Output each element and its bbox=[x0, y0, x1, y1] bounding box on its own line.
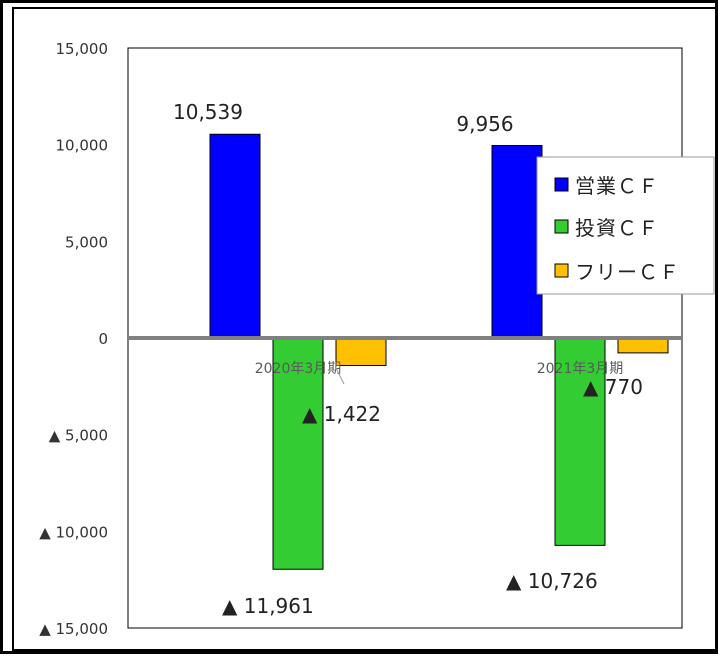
legend-swatch bbox=[554, 263, 569, 278]
y-tick-label: ▲ 10,000 bbox=[39, 523, 108, 541]
bar bbox=[617, 337, 669, 354]
category-label: 2020年3月期 bbox=[255, 361, 342, 377]
legend-label: 営業ＣＦ bbox=[575, 174, 659, 198]
bar bbox=[272, 337, 324, 570]
legend-label: 投資ＣＦ bbox=[575, 216, 659, 240]
legend-swatch bbox=[554, 177, 569, 192]
y-tick-label: ▲ 5,000 bbox=[49, 427, 108, 445]
legend-swatch bbox=[554, 219, 569, 234]
bar bbox=[335, 337, 387, 366]
data-label: 10,539 bbox=[173, 100, 243, 124]
data-label: 9,956 bbox=[456, 112, 513, 136]
y-tick-label: 10,000 bbox=[56, 137, 109, 155]
y-tick-label: 5,000 bbox=[65, 233, 108, 251]
data-label: ▲ 10,726 bbox=[506, 569, 598, 593]
data-label: ▲ 770 bbox=[583, 375, 643, 399]
leader-line bbox=[335, 367, 345, 385]
y-tick-label: 15,000 bbox=[56, 40, 109, 58]
bar bbox=[491, 145, 543, 339]
category-label: 2021年3月期 bbox=[537, 361, 624, 377]
y-tick-label: 0 bbox=[98, 330, 108, 348]
chart-area-border bbox=[12, 7, 717, 651]
y-tick-label: ▲ 15,000 bbox=[39, 620, 108, 638]
bar bbox=[209, 133, 261, 339]
data-label: ▲ 11,961 bbox=[222, 594, 314, 618]
bar bbox=[554, 337, 606, 546]
legend-label: フリーＣＦ bbox=[575, 260, 680, 284]
data-label: ▲ 1,422 bbox=[302, 402, 381, 426]
